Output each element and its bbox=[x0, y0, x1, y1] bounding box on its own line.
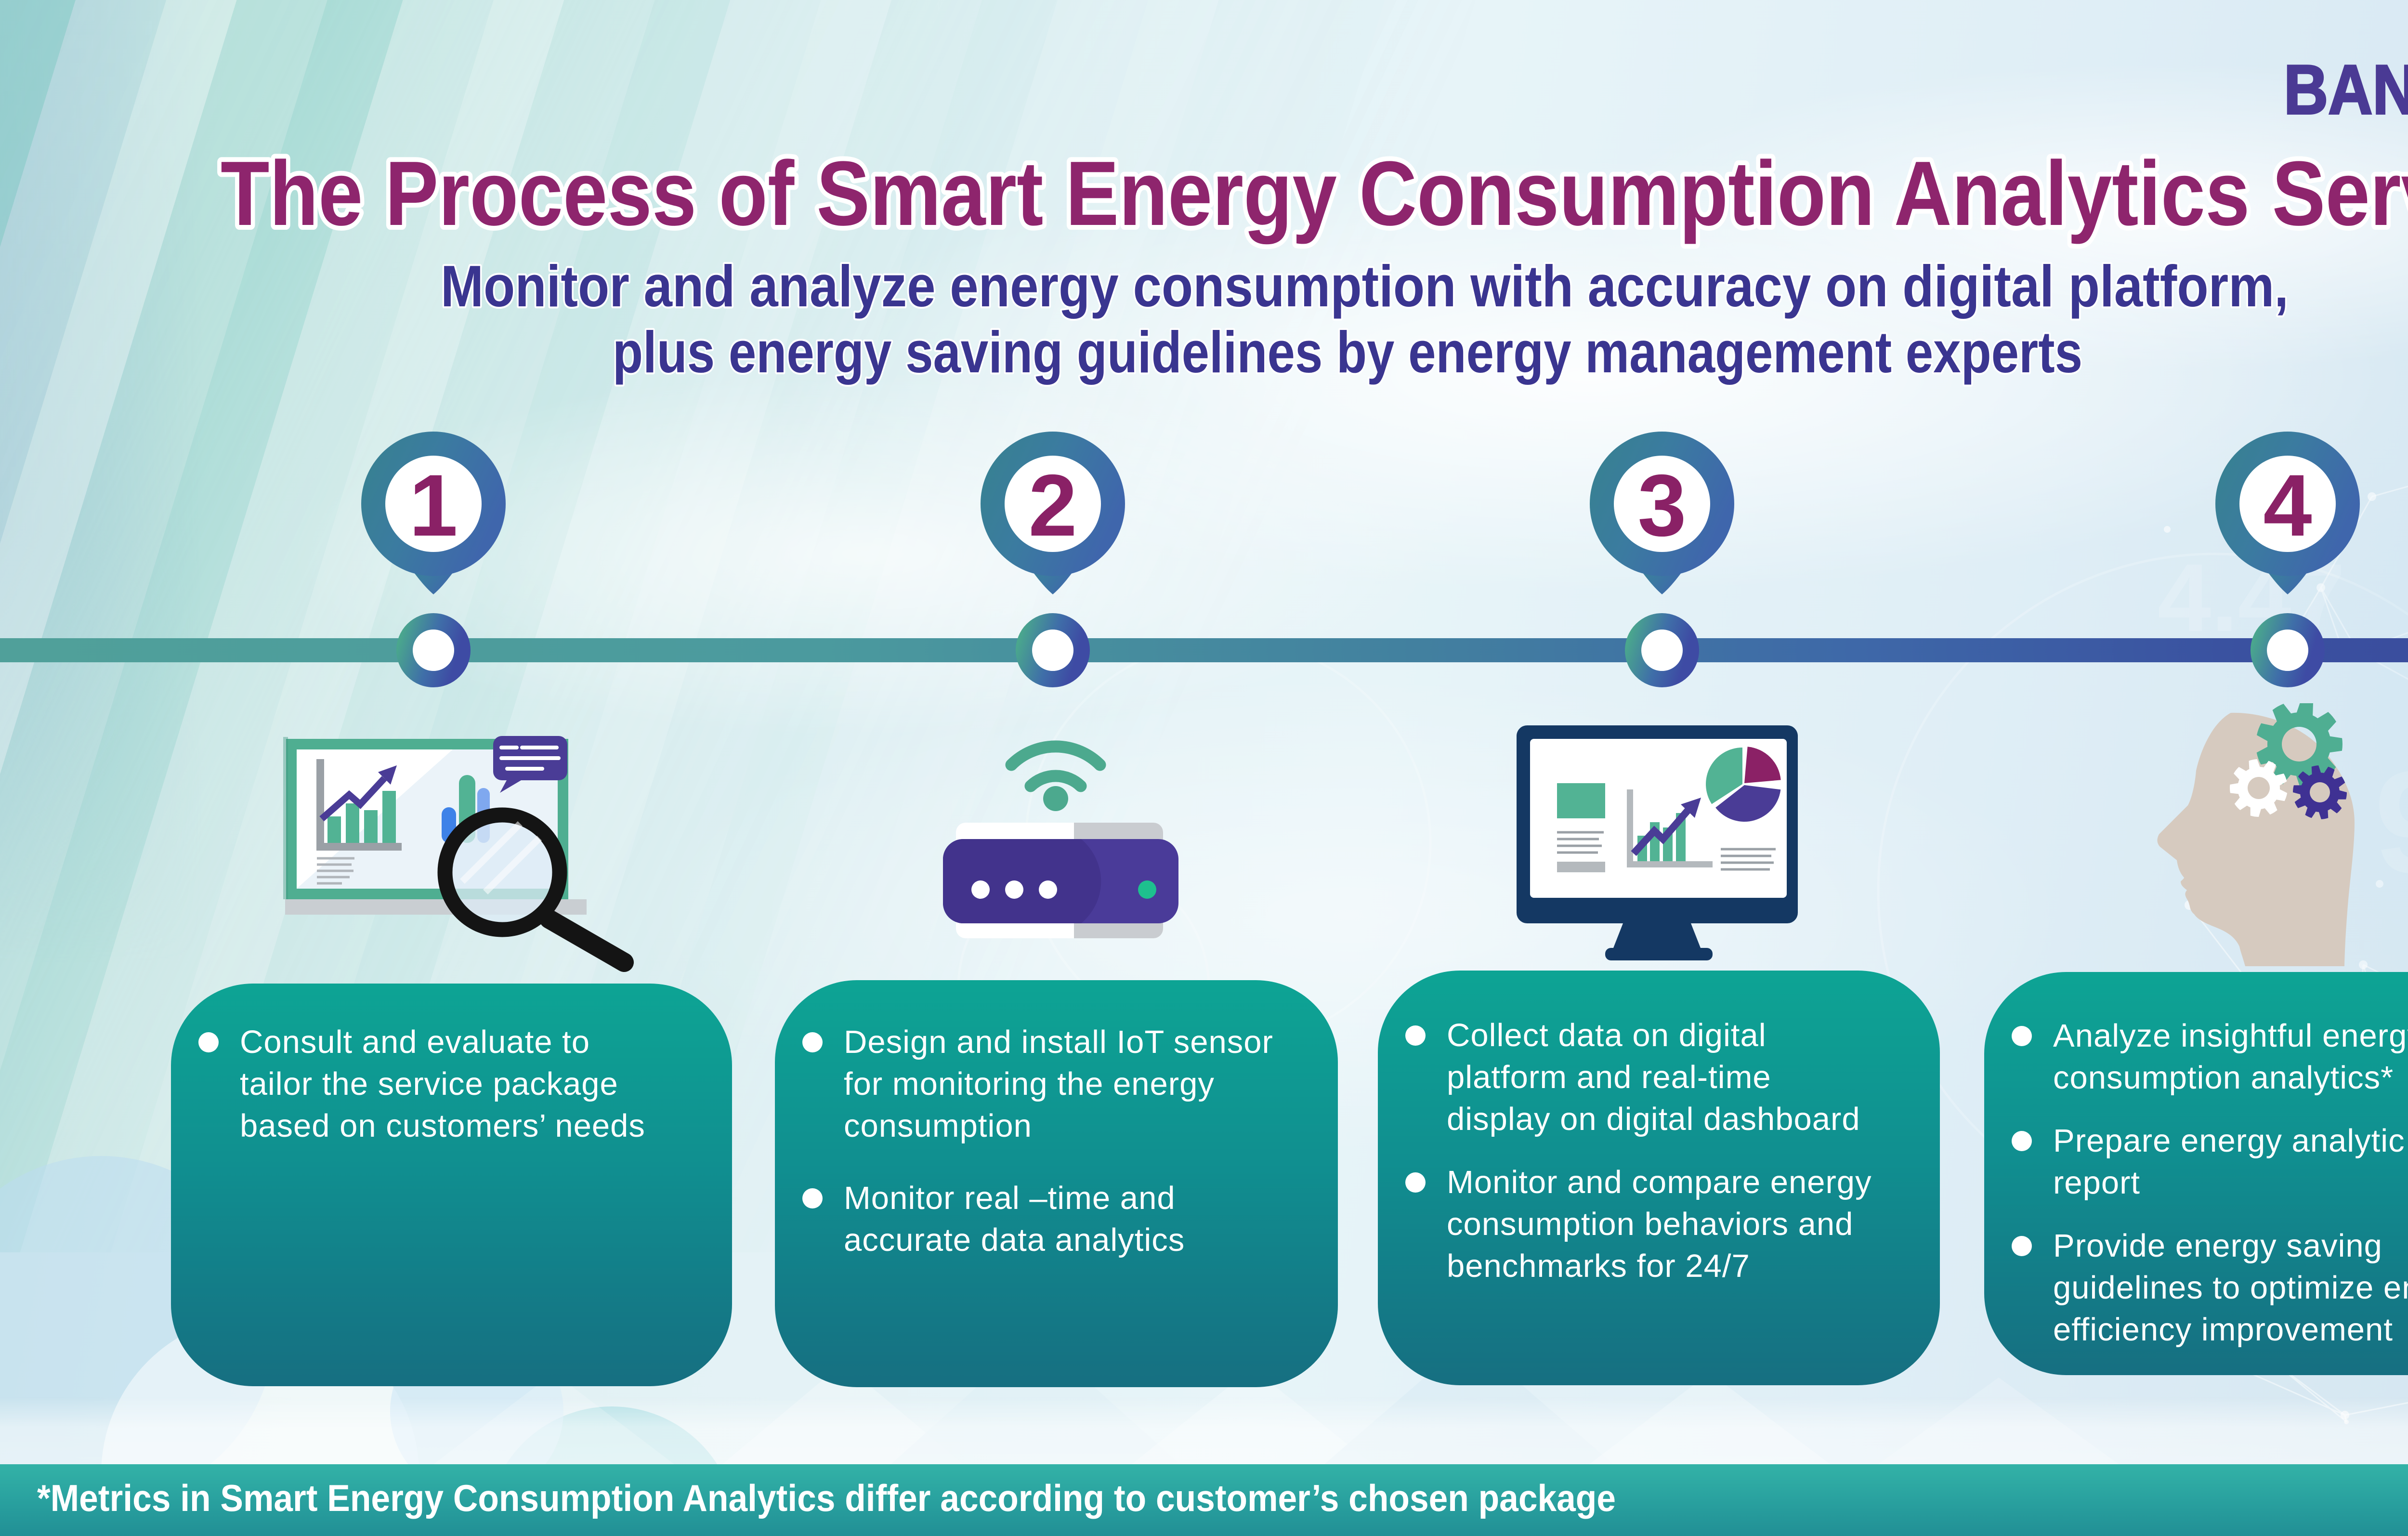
svg-text:3: 3 bbox=[1637, 456, 1686, 554]
svg-text:4: 4 bbox=[2263, 456, 2312, 554]
svg-text:plus energy saving guidelines: plus energy saving guidelines by energy … bbox=[613, 319, 2082, 385]
svg-text:*Metrics in Smart Energy Consu: *Metrics in Smart Energy Consumption Ana… bbox=[37, 1477, 1616, 1519]
svg-text:BANPU: BANPU bbox=[2284, 51, 2408, 129]
svg-text:Monitor and analyze energy con: Monitor and analyze energy consumption w… bbox=[441, 253, 2289, 319]
svg-text:2: 2 bbox=[1028, 456, 1077, 554]
svg-text:1: 1 bbox=[409, 456, 458, 554]
svg-text:The Process of Smart Energy Co: The Process of Smart Energy Consumption … bbox=[221, 143, 2408, 245]
